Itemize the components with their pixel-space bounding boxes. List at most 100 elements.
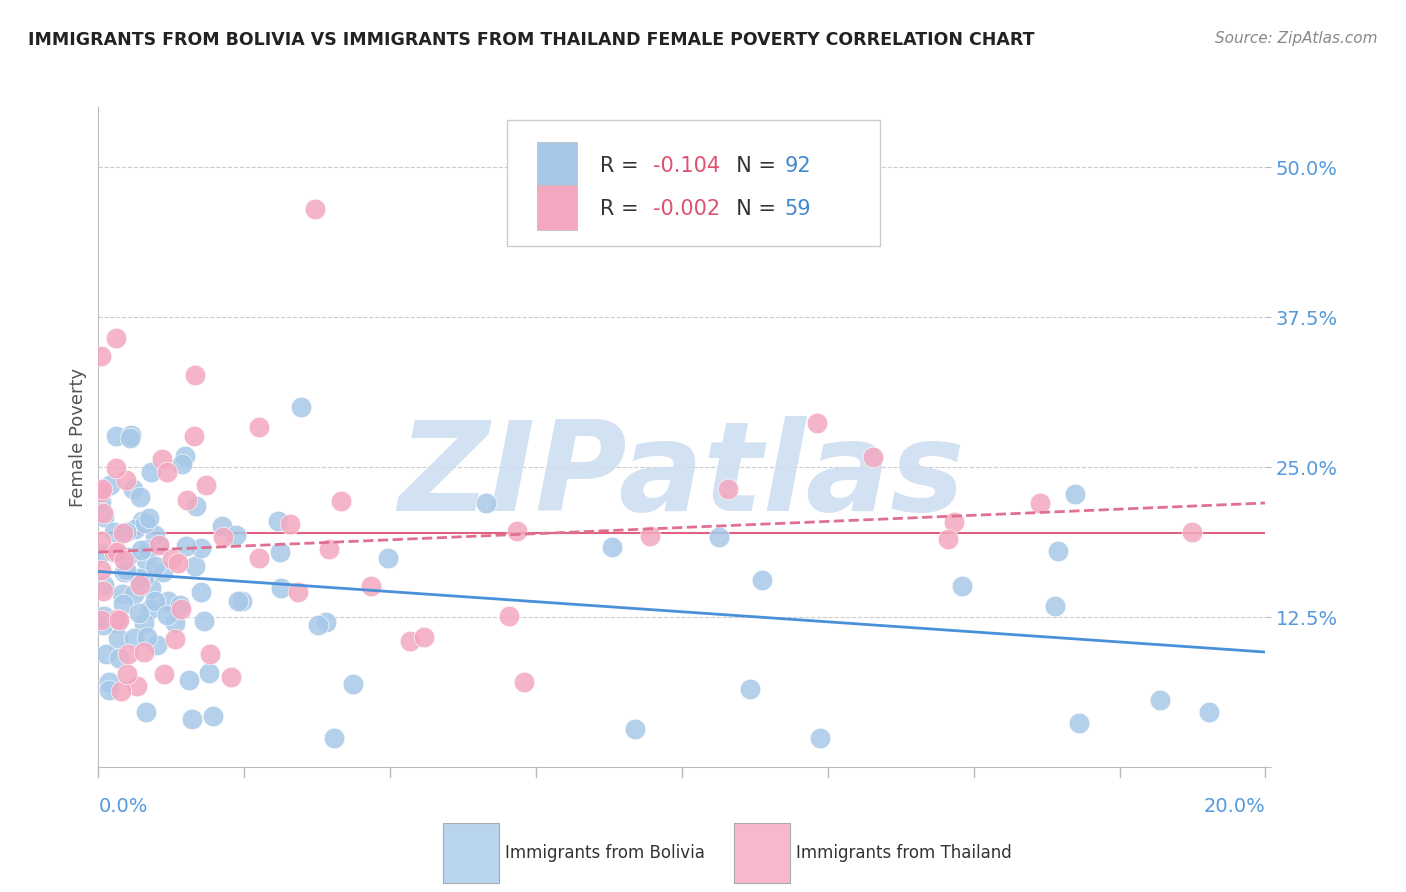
Point: [193, 614, 215, 628]
Point: [247, 551, 270, 566]
Point: [98, 682, 121, 697]
Point: [600, 540, 623, 554]
Point: [112, 553, 135, 567]
Point: [94, 647, 117, 661]
Point: [1064, 487, 1087, 501]
Point: [1181, 524, 1204, 539]
Point: [1198, 706, 1220, 720]
Point: [117, 647, 139, 661]
Point: [184, 500, 207, 514]
Point: [122, 587, 145, 601]
FancyBboxPatch shape: [537, 142, 576, 187]
Point: [287, 585, 309, 599]
Point: [806, 416, 828, 430]
Point: [115, 563, 138, 577]
Point: [138, 511, 160, 525]
Point: [152, 565, 174, 579]
Point: [143, 559, 166, 574]
Point: [143, 528, 166, 542]
Point: [110, 684, 132, 698]
Point: [128, 571, 150, 585]
Point: [513, 674, 536, 689]
Point: [163, 615, 186, 630]
Point: [138, 601, 160, 615]
Point: [115, 667, 138, 681]
Point: [181, 712, 204, 726]
Point: [90, 563, 112, 577]
Point: [134, 615, 156, 630]
Point: [98, 477, 121, 491]
Point: [90, 546, 112, 560]
Point: [623, 722, 645, 736]
Point: [104, 429, 127, 443]
Point: [169, 599, 191, 613]
Point: [308, 618, 330, 632]
Text: -0.002: -0.002: [652, 199, 720, 219]
Point: [93, 584, 115, 599]
Point: [169, 601, 191, 615]
Point: [115, 549, 138, 564]
Point: [153, 666, 176, 681]
Point: [107, 612, 129, 626]
Point: [136, 542, 159, 557]
Point: [124, 522, 146, 536]
Point: [148, 537, 170, 551]
FancyBboxPatch shape: [537, 185, 576, 230]
Point: [129, 578, 152, 592]
Point: [93, 608, 115, 623]
Text: Immigrants from Bolivia: Immigrants from Bolivia: [505, 844, 704, 862]
Point: [132, 570, 155, 584]
Point: [105, 545, 128, 559]
FancyBboxPatch shape: [443, 823, 499, 883]
Point: [122, 482, 145, 496]
Point: [290, 401, 312, 415]
Point: [172, 457, 194, 471]
Point: [278, 516, 301, 531]
Point: [90, 494, 112, 508]
Point: [506, 524, 529, 539]
Point: [195, 478, 218, 492]
Point: [219, 670, 242, 684]
Point: [167, 556, 190, 570]
Point: [131, 514, 153, 528]
Point: [1047, 544, 1070, 558]
Point: [148, 538, 170, 552]
Point: [304, 202, 326, 216]
Point: [751, 573, 773, 587]
Point: [105, 461, 128, 475]
Point: [156, 465, 179, 479]
Point: [176, 493, 198, 508]
Point: [638, 529, 661, 543]
Point: [377, 550, 399, 565]
Text: IMMIGRANTS FROM BOLIVIA VS IMMIGRANTS FROM THAILAND FEMALE POVERTY CORRELATION C: IMMIGRANTS FROM BOLIVIA VS IMMIGRANTS FR…: [28, 31, 1035, 49]
Point: [1028, 495, 1050, 509]
Point: [111, 598, 134, 612]
Point: [91, 483, 114, 497]
Point: [160, 552, 183, 566]
Point: [155, 608, 177, 623]
Point: [135, 706, 157, 720]
Point: [212, 530, 235, 544]
Point: [399, 634, 422, 648]
Point: [198, 666, 221, 681]
Point: [342, 677, 364, 691]
Point: [163, 632, 186, 647]
Point: [103, 545, 125, 559]
Text: N =: N =: [723, 199, 782, 219]
Point: [115, 525, 138, 540]
Point: [157, 594, 180, 608]
Point: [129, 543, 152, 558]
Point: [247, 419, 270, 434]
Point: [1069, 716, 1091, 731]
Point: [360, 579, 382, 593]
Point: [707, 530, 730, 544]
Point: [122, 631, 145, 645]
Text: Immigrants from Thailand: Immigrants from Thailand: [796, 844, 1012, 862]
Point: [105, 615, 128, 630]
Point: [177, 673, 200, 687]
Point: [104, 331, 127, 345]
Point: [475, 496, 498, 510]
Point: [269, 544, 291, 558]
Text: R =: R =: [600, 199, 652, 219]
Point: [198, 648, 221, 662]
